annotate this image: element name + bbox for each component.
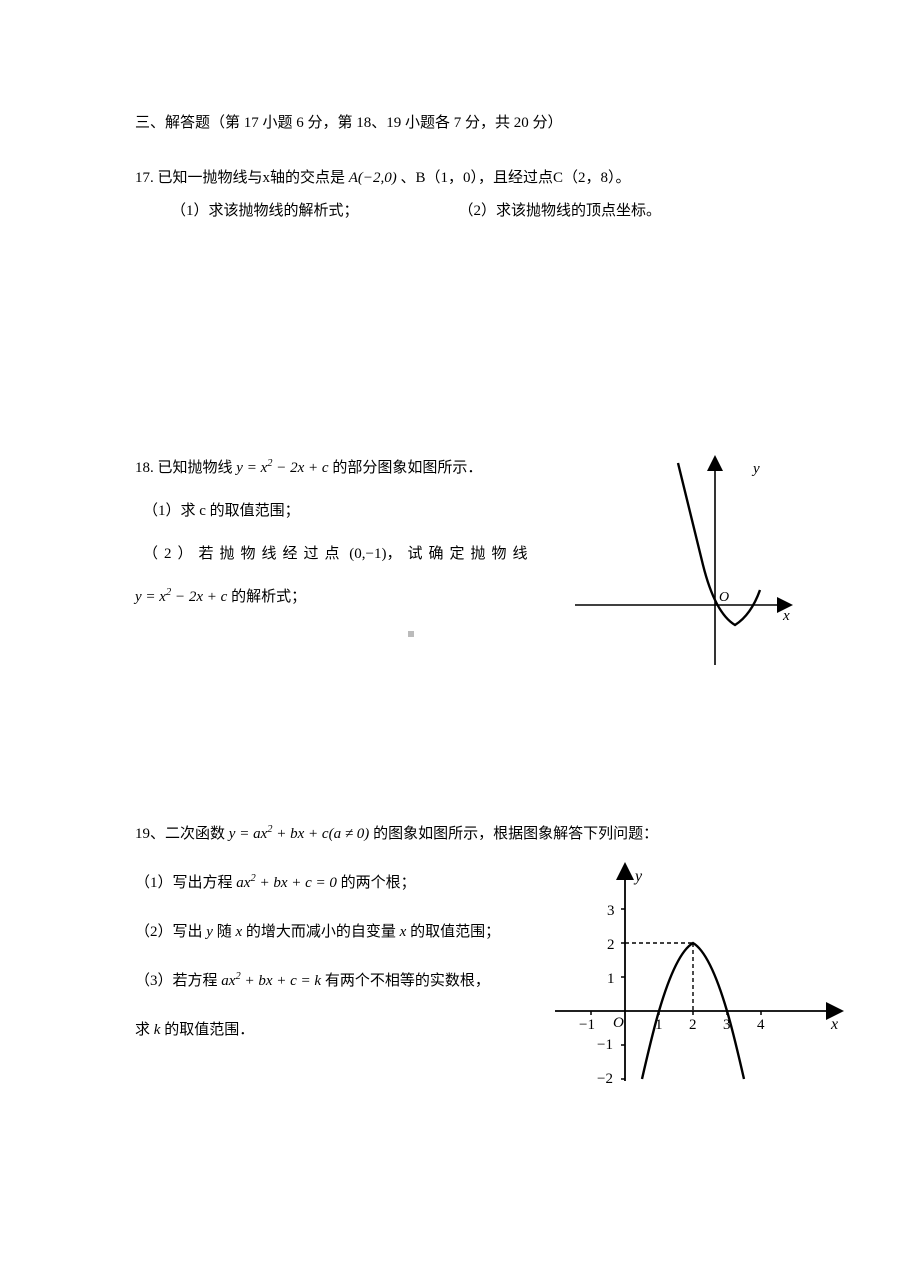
q19-sub1-pre: （1）写出方程 [135, 875, 236, 891]
q17-stem-mid: 、B（1，0），且经过点C（2，8）。 [397, 170, 631, 186]
q19-o-label: O [613, 1015, 624, 1031]
q19-ytick-n2: −2 [597, 1071, 613, 1087]
q18-eq2: y = x2 − 2x + c [135, 589, 227, 605]
q19-sub1-post: 的两个根； [337, 875, 416, 891]
q18-eq1: y = x2 − 2x + c [236, 460, 328, 476]
q19-eq1: y = ax2 + bx + c(a ≠ 0) [229, 826, 370, 842]
q17-stem: 17. 已知一抛物线与x轴的交点是 A(−2,0) 、B（1，0），且经过点C（… [135, 165, 785, 192]
q19-sub3-eq: ax2 + bx + c = k [221, 973, 321, 989]
q19-ytick-2: 2 [607, 937, 615, 953]
q18-sub2-line2: y = x2 − 2x + c 的解析式； [135, 584, 595, 611]
q19-stem-post: 的图象如图所示，根据图象解答下列问题： [369, 826, 658, 842]
q18-stem-post: 的部分图象如图所示． [329, 460, 483, 476]
q19-sub3-pre: （3）若方程 [135, 973, 221, 989]
q18-sub1: （1）求 c 的取值范围； [135, 498, 595, 525]
q18-sub2: （2）若抛物线经过点 (0,−1)，试确定抛物线 [135, 541, 595, 568]
q19-sub3-tail: 求 k 的取值范围． [135, 1017, 535, 1044]
q19-stem-pre: 19、二次函数 [135, 826, 229, 842]
q18-sub2-pt: (0,−1) [346, 546, 387, 562]
q19-y-label: y [633, 868, 643, 885]
q19-x-label: x [830, 1016, 838, 1033]
q18-sub2-pre: （2）若抛物线经过点 [143, 546, 346, 562]
problem-17: 17. 已知一抛物线与x轴的交点是 A(−2,0) 、B（1，0），且经过点C（… [135, 165, 785, 225]
q19-xtick-n1: −1 [579, 1017, 595, 1033]
q17-sub1: （1）求该抛物线的解析式； [171, 198, 359, 225]
q19-sub1: （1）写出方程 ax2 + bx + c = 0 的两个根； [135, 870, 535, 897]
q19-sub1-eq: ax2 + bx + c = 0 [236, 875, 337, 891]
q18-o-label: O [719, 590, 729, 605]
q17-point-a: A(−2,0) [349, 170, 397, 186]
q18-stem: 18. 已知抛物线 y = x2 − 2x + c 的部分图象如图所示． [135, 455, 595, 482]
q18-y-label: y [751, 461, 760, 477]
q19-ytick-3: 3 [607, 903, 615, 919]
q17-sub2: （2）求该抛物线的顶点坐标。 [459, 198, 662, 225]
q19-xtick-2: 2 [689, 1017, 697, 1033]
q19-ytick-1: 1 [607, 971, 615, 987]
q19-sub3: （3）若方程 ax2 + bx + c = k 有两个不相等的实数根， [135, 968, 535, 995]
q18-sub2-post: ，试确定抛物线 [386, 546, 533, 562]
section-title: 三、解答题（第 17 小题 6 分，第 18、19 小题各 7 分，共 20 分… [135, 110, 785, 137]
q18-x-label: x [782, 608, 790, 624]
problem-19: 19、二次函数 y = ax2 + bx + c(a ≠ 0) 的图象如图所示，… [135, 821, 785, 1044]
q19-xtick-4: 4 [757, 1017, 765, 1033]
problem-18: 18. 已知抛物线 y = x2 − 2x + c 的部分图象如图所示． （1）… [135, 455, 785, 611]
q18-sub2-tail: 的解析式； [227, 589, 306, 605]
spacer [359, 198, 459, 225]
q18-stem-pre: 18. 已知抛物线 [135, 460, 236, 476]
q19-figure: 3 2 1 −1 −2 −1 1 2 3 4 y x O [535, 861, 855, 1091]
q19-sub3-post: 有两个不相等的实数根， [321, 973, 490, 989]
footer-dot-icon [408, 631, 414, 637]
q19-ytick-n1: −1 [597, 1037, 613, 1053]
q18-figure: y x O [565, 455, 795, 675]
q17-stem-pre: 17. 已知一抛物线与x轴的交点是 [135, 170, 349, 186]
q19-stem: 19、二次函数 y = ax2 + bx + c(a ≠ 0) 的图象如图所示，… [135, 821, 785, 848]
q19-sub2: （2）写出 y 随 x 的增大而减小的自变量 x 的取值范围； [135, 919, 535, 946]
